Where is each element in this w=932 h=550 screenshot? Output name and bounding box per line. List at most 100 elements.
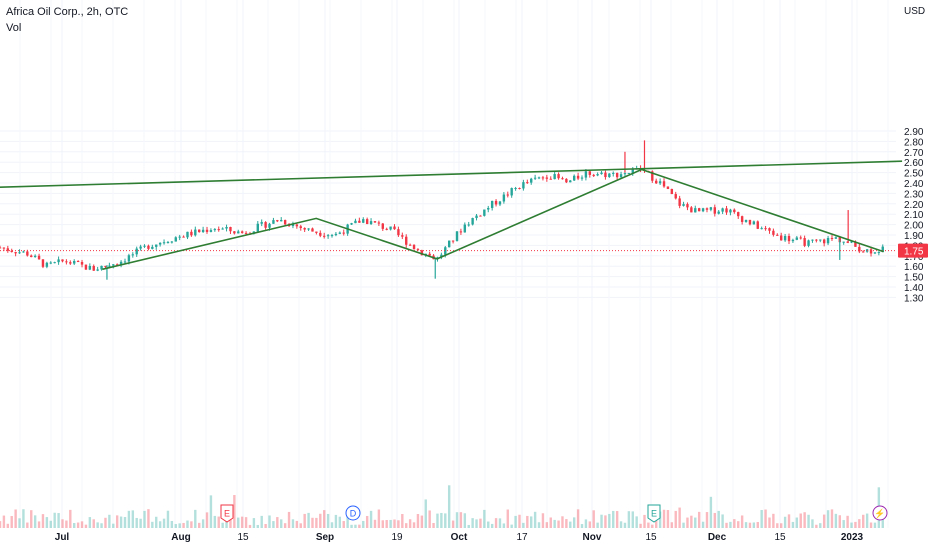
volume-bar [772,513,775,528]
candle-body [526,182,529,184]
candle-body [334,233,338,236]
candle-body [264,222,267,228]
candle-body [451,240,455,242]
volume-bar [588,521,592,528]
volume-bar [268,515,271,528]
volume-bar [522,522,525,528]
volume-bar [330,522,334,528]
candle-body [244,232,248,234]
candle-body [705,208,709,210]
volume-bar [760,510,763,528]
candle-body [776,234,779,236]
volume-bar [221,522,224,528]
candle-body [100,265,103,270]
candle-body [33,255,37,258]
volume-bar [295,520,299,528]
volume-bar [393,519,396,528]
candle-body [686,204,689,208]
price-axis[interactable]: 2.902.802.702.602.502.402.302.202.102.00… [898,6,928,304]
volume-bar [57,513,60,528]
currency-label: USD [904,6,925,17]
volume-bar [65,520,68,528]
volume-bar [33,515,37,528]
candle-body [0,247,2,249]
candle-body [748,219,752,225]
volume-bar [635,516,638,528]
candle-body [115,264,119,266]
candle-body [338,232,342,234]
volume-bar [358,524,361,528]
volume-bar [276,517,279,528]
candle-body [764,228,767,230]
candle-body [658,181,662,184]
volume-bar [467,524,470,528]
volume-bar [440,512,443,528]
volume-bar [385,520,388,528]
volume-bar [838,515,841,528]
candle-body [268,223,271,228]
volume-bar [580,524,584,528]
last-price-label: 1.75 [904,247,924,258]
volume-bar [549,517,552,528]
time-axis[interactable]: Jul Aug 15 Sep 19 Oct 17 Nov 15 Dec 15 2023 [55,532,864,543]
volume-bar [553,519,556,528]
candle-body [18,252,21,254]
time-tick-label: Nov [583,532,602,543]
volume-bar [643,514,646,528]
candle-body [362,219,365,223]
candle-body [463,224,467,233]
volume-bar [846,515,849,528]
volume-bar [545,522,549,528]
volume-bar [373,519,377,528]
candle-body [88,265,92,270]
volume-bar [272,521,275,528]
volume-bar [842,520,845,528]
volume-bar [69,509,72,528]
candle-body [209,230,213,232]
candle-body [53,262,56,264]
volume-bars [0,485,884,528]
price-tick-label: 2.00 [904,221,924,232]
candle-body [37,255,41,260]
candle-body [502,194,506,202]
candle-body [369,221,373,225]
trendlines[interactable] [0,160,903,271]
price-tick-label: 2.10 [904,210,924,221]
price-tick-label: 1.40 [904,283,924,294]
volume-bar [690,515,693,528]
volume-bar [783,516,787,528]
candle-body [326,235,330,237]
volume-bar [147,509,150,528]
candle-body [541,177,545,179]
volume-bar [123,517,127,528]
volume-bar [256,524,259,528]
volume-bar [514,515,517,528]
candle-body [365,219,369,225]
volume-bar [26,522,29,528]
volume-bar [709,496,713,528]
volume-bar [229,519,232,528]
candle-body [14,252,17,254]
volume-bar [615,511,619,528]
candle-body [221,228,224,230]
volume-bar [131,510,135,528]
candle-body [858,246,861,252]
volume-bar [14,509,17,528]
volume-bar [791,521,795,528]
symbol-title[interactable]: Africa Oil Corp., 2h, OTC [6,6,129,18]
volume-bar [565,519,568,528]
candle-body [158,242,162,245]
volume-bar [803,512,806,528]
volume-bar [178,523,181,528]
time-tick-label: 15 [774,532,786,543]
candle-body [678,198,681,206]
volume-label[interactable]: Vol [6,22,22,34]
event-markers[interactable]: E D E ⚡ [220,504,888,523]
candle-body [420,250,424,256]
candle-body [717,211,720,214]
volume-bar [721,514,724,528]
volume-bar [705,512,709,528]
volume-bar [623,522,627,528]
volume-bar [248,524,252,528]
